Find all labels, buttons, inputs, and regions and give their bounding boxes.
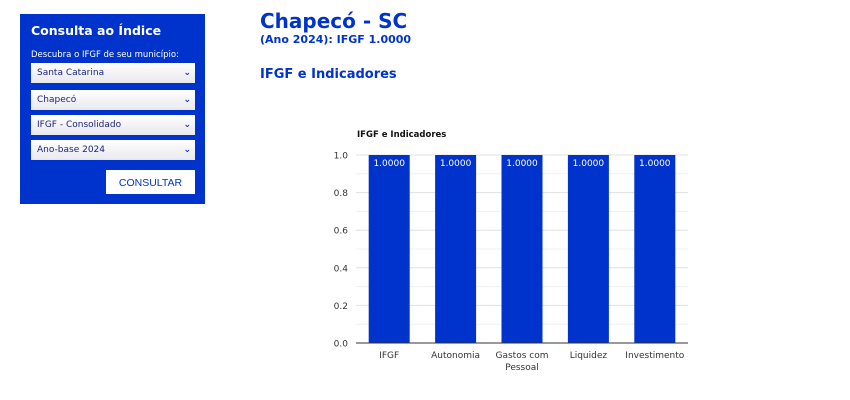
index-select[interactable]: IFGF - Consolidado ⌄ [31,115,195,135]
page-subtitle: (Ano 2024): IFGF 1.0000 [260,33,412,46]
x-tick-label: Liquidez [570,351,608,361]
bar [368,155,410,343]
x-tick-label: Pessoal [505,363,539,373]
state-select[interactable]: Santa Catarina ⌄ [31,63,195,83]
y-tick-label: 0.0 [334,340,349,350]
municipality-select[interactable]: Chapecó ⌄ [31,90,195,110]
consulta-panel: Consulta ao Índice Descubra o IFGF de se… [20,14,205,204]
bar-data-label: 1.0000 [373,159,405,169]
x-tick-label: Gastos com [496,351,549,361]
y-tick-label: 0.2 [334,302,348,312]
y-tick-label: 0.4 [334,264,349,274]
bar [567,155,609,343]
y-tick-label: 1.0 [334,152,349,162]
y-tick-label: 0.8 [334,189,349,199]
panel-label: Descubra o IFGF de seu município: [31,50,179,60]
chart-title: IFGF e Indicadores [357,130,446,140]
consultar-button[interactable]: CONSULTAR [106,170,195,194]
year-select-value: Ano-base 2024 [37,145,106,155]
chevron-down-icon: ⌄ [183,120,191,130]
chevron-down-icon: ⌄ [183,145,191,155]
bar [501,155,543,343]
section-title: IFGF e Indicadores [260,67,397,82]
x-tick-label: Autonomia [431,351,480,361]
x-tick-label: Investimento [625,351,684,361]
chevron-down-icon: ⌄ [183,68,191,78]
index-select-value: IFGF - Consolidado [37,120,122,130]
municipality-select-value: Chapecó [37,95,77,105]
chevron-down-icon: ⌄ [183,95,191,105]
year-select[interactable]: Ano-base 2024 ⌄ [31,140,195,160]
state-select-value: Santa Catarina [37,68,105,78]
bar-data-label: 1.0000 [440,159,472,169]
y-tick-label: 0.6 [334,227,349,237]
bar-data-label: 1.0000 [506,159,538,169]
bar [435,155,477,343]
bar-data-label: 1.0000 [573,159,605,169]
x-tick-label: IFGF [379,351,399,361]
bar-data-label: 1.0000 [639,159,671,169]
page-title: Chapecó - SC [260,9,408,33]
bar [634,155,676,343]
panel-title: Consulta ao Índice [31,23,162,38]
